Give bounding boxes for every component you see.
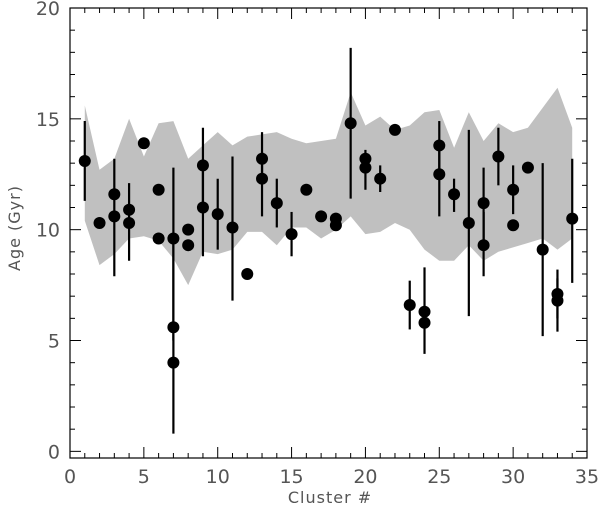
data-point-9 [167, 232, 180, 245]
data-point-16 [211, 208, 224, 221]
data-point-43 [507, 219, 520, 232]
x-tick-label: 35 [575, 466, 599, 488]
data-point-6 [137, 137, 150, 150]
data-point-22 [285, 228, 298, 241]
plot-frame [69, 7, 588, 459]
data-point-37 [448, 188, 461, 201]
data-point-12 [182, 223, 195, 236]
data-point-23 [300, 183, 313, 196]
data-point-27 [344, 117, 357, 130]
x-tick-label: 30 [501, 466, 525, 488]
data-point-10 [167, 321, 180, 334]
data-point-14 [196, 159, 209, 172]
data-point-32 [403, 299, 416, 312]
data-point-5 [123, 217, 136, 230]
y-axis-ticks: 0 5 10 15 20 [36, 0, 587, 463]
data-point-18 [241, 268, 254, 281]
plot-border [69, 7, 588, 459]
x-axis-label: Cluster # [288, 488, 372, 507]
data-point-41 [492, 150, 505, 163]
data-point-3 [108, 210, 121, 223]
data-point-31 [388, 123, 401, 136]
x-tick-label: 15 [279, 466, 303, 488]
age-range-band-area [84, 87, 573, 286]
age-range-band [84, 87, 573, 286]
y-axis-label: Age (Gyr) [5, 185, 24, 271]
data-point-11 [167, 356, 180, 369]
x-axis-ticks: 0 5 10 15 20 25 30 35 [64, 8, 599, 488]
data-point-38 [462, 217, 475, 230]
data-point-39 [477, 197, 490, 210]
data-point-24 [315, 210, 328, 223]
data-point-8 [152, 232, 165, 245]
data-point-34 [418, 316, 431, 329]
data-point-20 [256, 172, 269, 185]
data-point-4 [123, 203, 136, 216]
data-point-21 [270, 197, 283, 210]
data-point-33 [418, 305, 431, 318]
x-tick-label: 10 [206, 466, 230, 488]
data-point-15 [196, 201, 209, 214]
data-point-17 [226, 221, 239, 234]
data-point-19 [256, 152, 269, 165]
data-point-13 [182, 239, 195, 252]
y-tick-label: 15 [36, 109, 60, 131]
y-tick-label: 20 [36, 0, 60, 20]
x-tick-label: 5 [138, 466, 150, 488]
data-points [78, 117, 579, 369]
y-tick-label: 0 [48, 441, 60, 463]
data-point-2 [108, 188, 121, 201]
data-point-36 [433, 168, 446, 181]
data-point-35 [433, 139, 446, 152]
data-point-30 [374, 172, 387, 185]
data-point-40 [477, 239, 490, 252]
data-point-45 [536, 243, 549, 256]
data-point-44 [521, 161, 534, 174]
data-point-7 [152, 183, 165, 196]
data-point-0 [78, 154, 91, 167]
x-tick-label: 0 [64, 466, 76, 488]
data-point-28 [359, 152, 372, 165]
y-tick-label: 5 [48, 331, 60, 353]
data-point-47 [551, 294, 564, 307]
data-point-42 [507, 183, 520, 196]
data-point-1 [93, 217, 106, 230]
x-tick-label: 25 [427, 466, 451, 488]
data-point-29 [359, 161, 372, 174]
y-tick-label: 10 [36, 220, 60, 242]
x-tick-label: 20 [353, 466, 377, 488]
data-point-48 [566, 212, 579, 225]
data-point-26 [329, 219, 342, 232]
